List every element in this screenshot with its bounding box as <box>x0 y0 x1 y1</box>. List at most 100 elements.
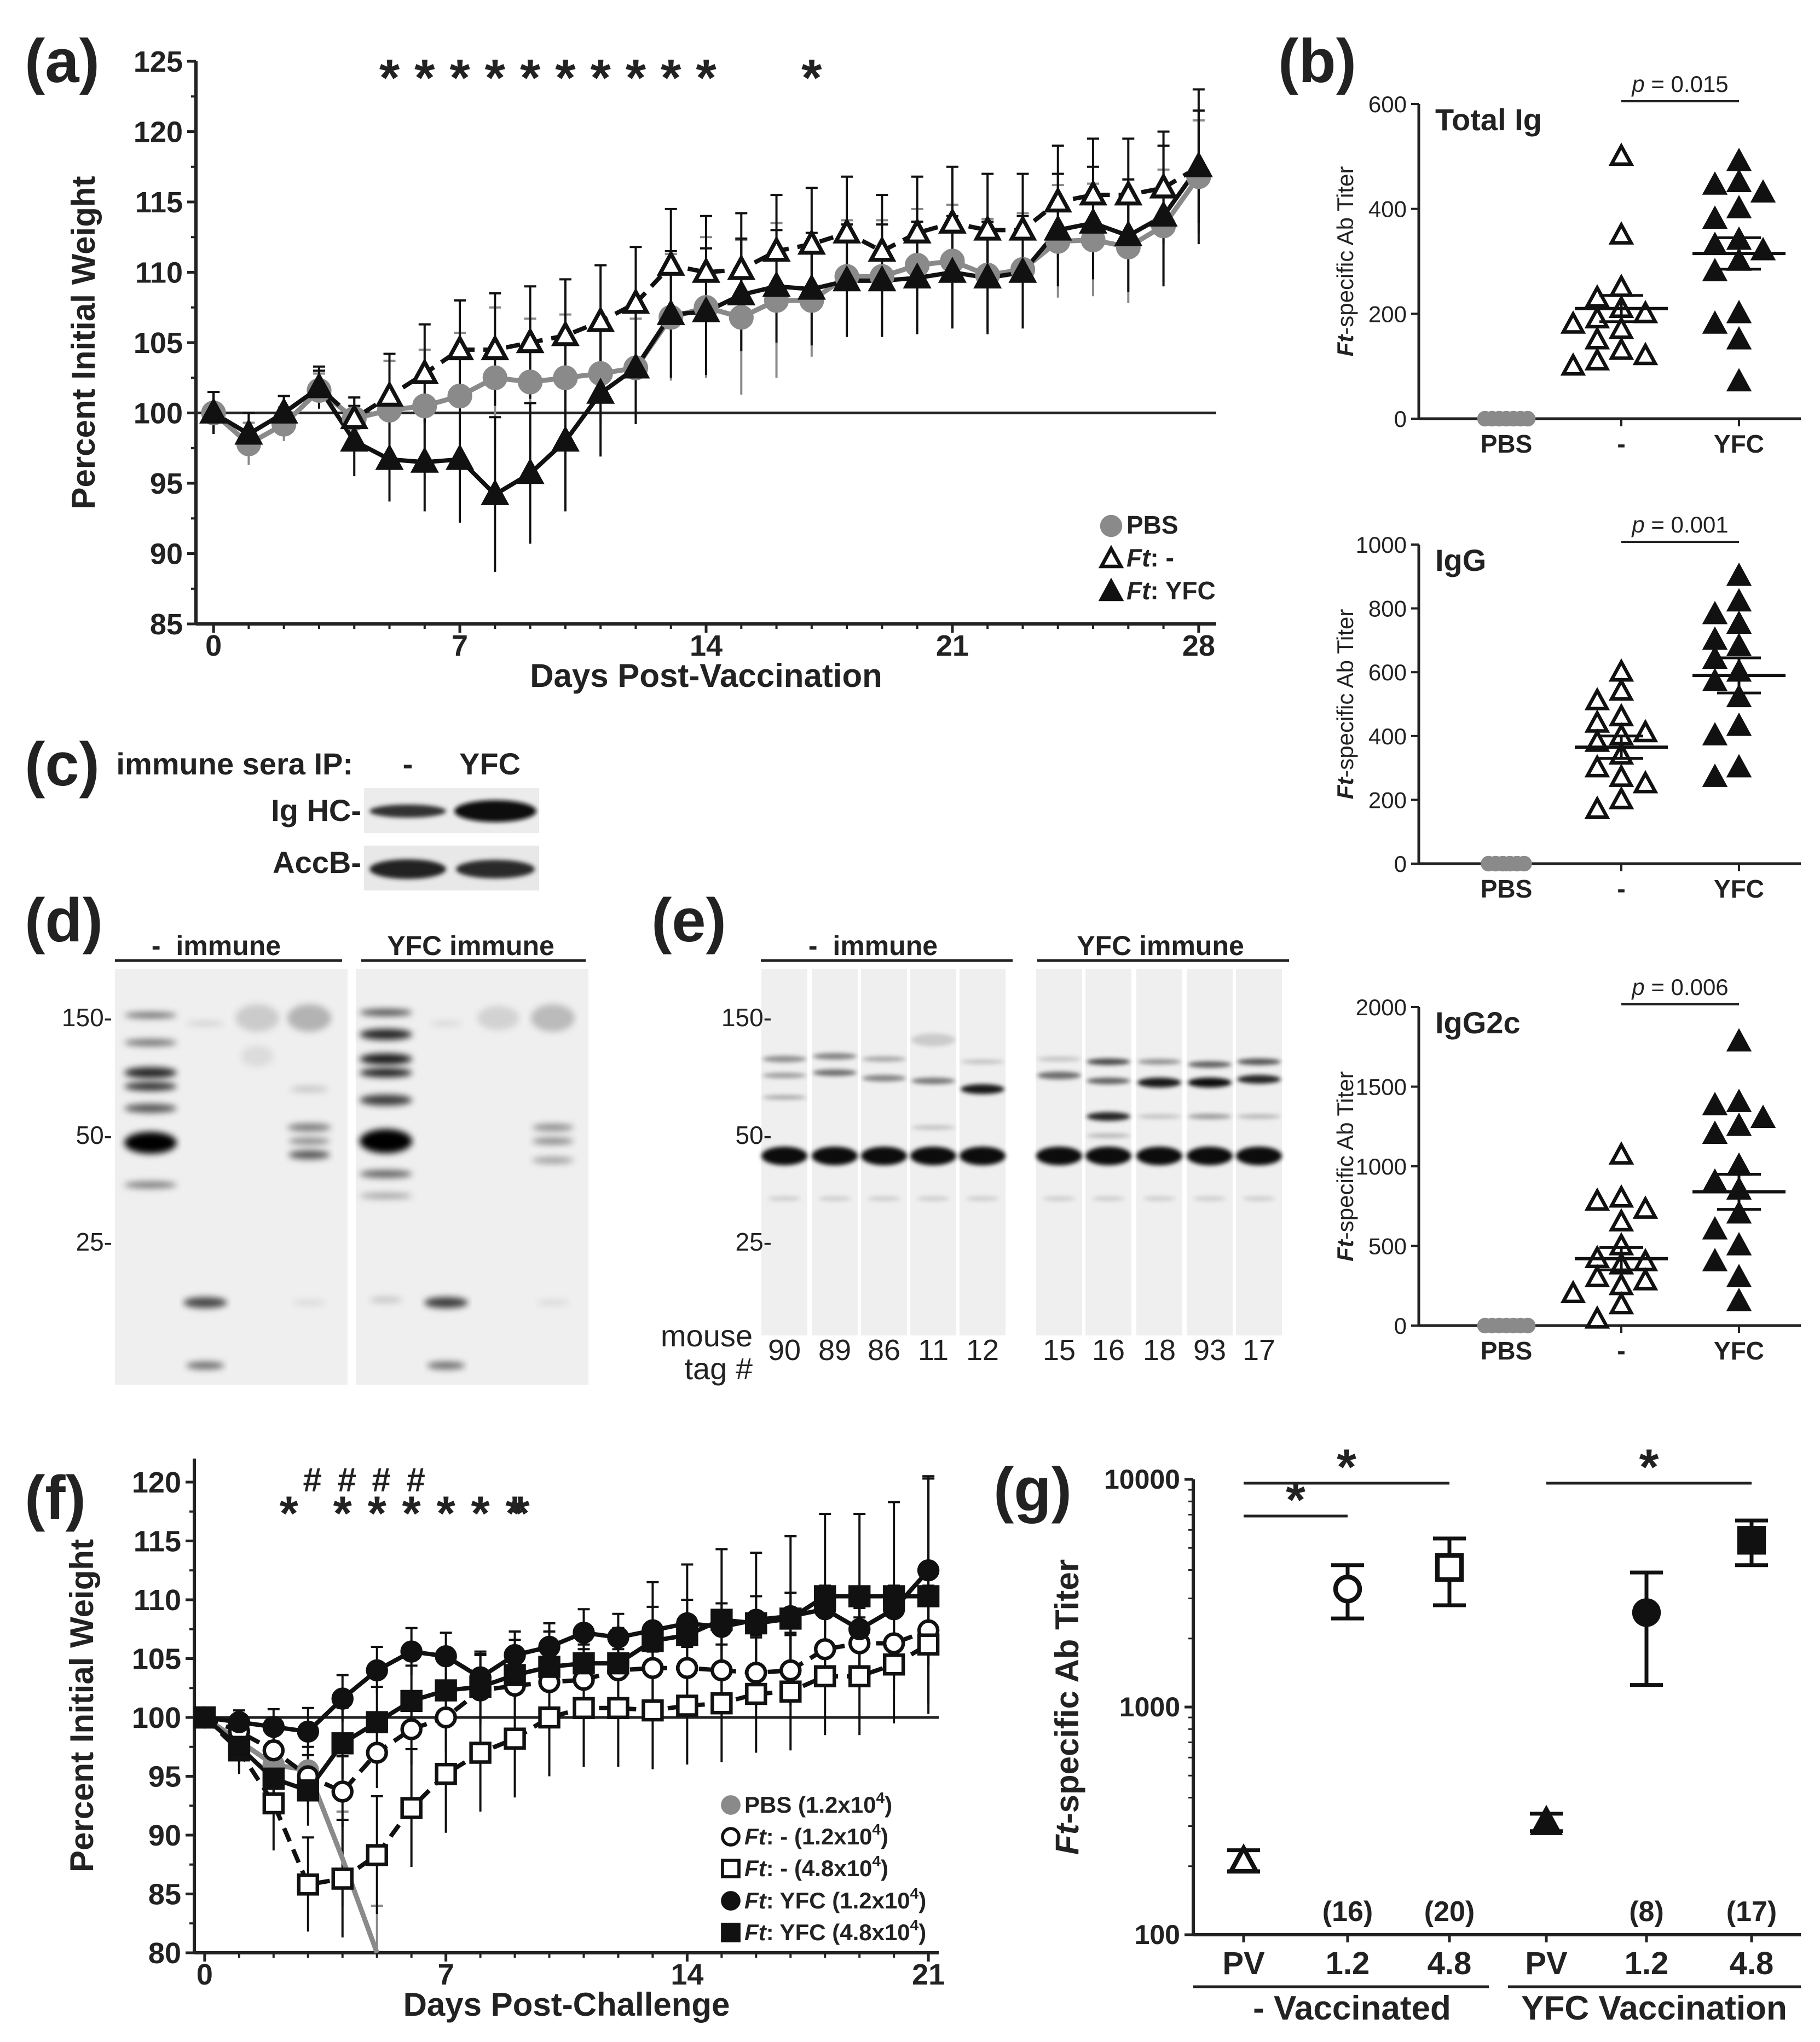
data-point <box>938 207 967 234</box>
chart-g-titer-log: 100 1000 10000 Ft-specific Ab Titer PV 1.2 (16… <box>1049 1439 1801 2027</box>
blot-c-row-accb: AccB- <box>273 845 361 880</box>
data-point <box>1560 352 1586 376</box>
data-point <box>297 1873 320 1896</box>
data-point <box>366 1742 388 1764</box>
blot-c-lane-minus: - <box>403 747 413 781</box>
y-tick-label: 600 <box>1368 91 1407 117</box>
data-point <box>516 327 545 354</box>
data-point <box>903 262 932 289</box>
data-point <box>1750 1104 1776 1128</box>
blot-e-band <box>1036 1147 1082 1165</box>
blot-e-band <box>1085 1147 1131 1165</box>
blot-e-band <box>762 1073 806 1078</box>
blot-e-band <box>1188 1114 1232 1119</box>
blot-d-band <box>430 1021 463 1026</box>
x-tick-label: - <box>1617 1337 1625 1365</box>
y-axis-label: Percent Initial Weight <box>63 1539 100 1872</box>
blot-e-band <box>868 1196 900 1201</box>
x-tick-label: 4.8 <box>1730 1946 1774 1981</box>
data-point <box>710 1692 733 1715</box>
data-point <box>642 1699 664 1722</box>
blot-e-band <box>961 1084 1004 1094</box>
x-tick-label: 4.8 <box>1428 1946 1472 1981</box>
data-point <box>435 1679 457 1702</box>
data-point <box>1737 1526 1766 1555</box>
data-point <box>642 1657 664 1679</box>
data-point <box>710 1609 733 1631</box>
data-point <box>1584 1264 1610 1287</box>
data-point <box>446 443 475 470</box>
y-tick-label: 2000 <box>1356 994 1407 1020</box>
y-tick-label: 90 <box>148 1819 181 1852</box>
blot-e-band <box>1137 1078 1181 1087</box>
blot-c-band <box>369 805 446 818</box>
x-tick-label: YFC <box>1714 875 1764 903</box>
blot-d-band <box>360 1054 412 1065</box>
significance-star: * <box>449 49 470 107</box>
blot-d-band <box>427 1362 465 1369</box>
significance-star: * <box>520 49 541 107</box>
panel-label-a: (a) <box>25 27 100 95</box>
n-count: (20) <box>1424 1896 1475 1928</box>
chart-b-total-ig: 0 200 400 600 PBS - YFC Total Ig Ft-specific Ab … <box>1332 71 1801 458</box>
x-tick-label: 14 <box>671 1958 703 1991</box>
data-point <box>262 1767 285 1790</box>
data-point <box>1726 562 1752 586</box>
blot-e-band <box>1193 1196 1226 1201</box>
x-tick-label: 1.2 <box>1326 1946 1370 1981</box>
blot-e-band <box>768 1196 801 1201</box>
x-tick-label: 0 <box>197 1958 213 1991</box>
x-tick-label: 21 <box>936 629 969 662</box>
blot-e-tag-label-tag: tag # <box>684 1351 753 1386</box>
blot-e-band <box>1043 1196 1076 1201</box>
significance-star: * <box>590 49 611 107</box>
data-point <box>410 358 439 384</box>
y-axis-label: Ft-specific Ab Titer <box>1332 166 1358 357</box>
blot-e-band <box>813 1069 857 1076</box>
data-point <box>868 235 897 262</box>
data-point <box>553 365 578 390</box>
chart-f-weight-challenge: 80 85 90 95 100 105 110 115 120 0 7 14 21 Days Post-C… <box>63 1459 945 2023</box>
data-point <box>193 1706 216 1729</box>
y-tick-label: 85 <box>148 1878 181 1911</box>
data-point <box>504 1644 526 1667</box>
data-point <box>482 365 507 390</box>
blot-d-image-left <box>115 969 348 1385</box>
blot-e-tag-label: 12 <box>966 1334 999 1367</box>
significance-star: * <box>414 49 435 107</box>
data-point <box>1584 326 1610 350</box>
blot-e-band <box>862 1056 906 1062</box>
data-point <box>882 1653 905 1676</box>
data-point <box>366 1711 388 1733</box>
data-point <box>504 1664 526 1686</box>
blot-d-marker-50: 50- <box>76 1121 112 1149</box>
blot-e-tag-label: 15 <box>1043 1334 1076 1367</box>
data-point <box>331 1867 354 1890</box>
blot-d-band <box>124 1039 177 1046</box>
data-point <box>1608 336 1634 360</box>
data-point <box>1702 1168 1728 1192</box>
data-point <box>1726 1200 1752 1224</box>
data-point <box>1702 763 1728 787</box>
blot-c: immune sera IP: - YFC Ig HC- AccB- <box>116 747 539 890</box>
data-point <box>551 320 580 346</box>
blot-d-band <box>287 1124 331 1131</box>
data-point <box>504 1727 526 1750</box>
data-point <box>1584 709 1610 733</box>
blot-e-band <box>1037 1072 1081 1079</box>
blot-d-band <box>531 1004 575 1032</box>
data-point <box>1726 1287 1752 1311</box>
blot-e-band <box>813 1053 857 1060</box>
y-tick-label: 105 <box>134 327 183 360</box>
data-point <box>400 1690 423 1713</box>
y-tick-label: 800 <box>1368 596 1407 622</box>
data-point <box>745 1662 767 1684</box>
data-point <box>1726 195 1752 218</box>
y-axis-label: Ft-specific Ab Titer <box>1332 1071 1358 1262</box>
data-point <box>1333 1575 1362 1604</box>
blot-d-band <box>124 1182 177 1188</box>
data-point <box>375 443 404 470</box>
blot-d-band <box>369 1297 402 1303</box>
data-point <box>1608 1184 1634 1208</box>
